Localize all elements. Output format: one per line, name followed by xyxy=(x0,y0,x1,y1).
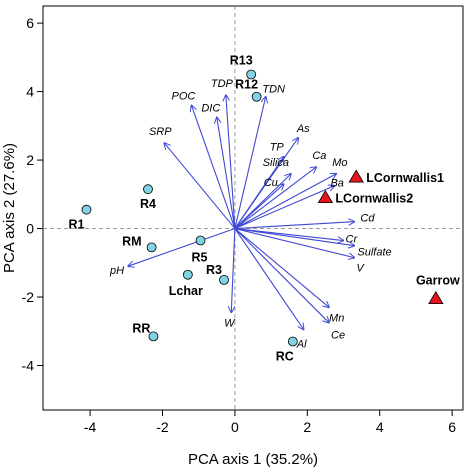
y-axis-ticks: -4 -2 0 2 4 6 xyxy=(22,15,43,373)
loading-label-silica: Silica xyxy=(263,157,289,169)
loading-arrow-ce xyxy=(234,228,329,323)
loading-label-tdn: TDN xyxy=(262,84,285,96)
x-tick-label: 6 xyxy=(448,419,456,435)
x-axis-ticks: -4 -2 0 2 4 6 xyxy=(84,410,456,435)
site-label-lcornwallis2: LCornwallis2 xyxy=(335,192,413,206)
loading-arrow-mo xyxy=(234,174,336,230)
site-label-garrow: Garrow xyxy=(416,274,460,288)
loading-arrow-tp xyxy=(234,157,284,229)
loading-label-cr: Cr xyxy=(346,234,359,246)
zero-reference-lines xyxy=(43,6,463,410)
site-marker-r5 xyxy=(195,235,206,246)
site-label-r5: R5 xyxy=(192,251,208,265)
loading-label-poc: POC xyxy=(172,90,196,102)
loading-arrow-mn xyxy=(234,228,329,308)
loading-label-ca: Ca xyxy=(312,150,326,162)
loading-arrow-v xyxy=(234,228,354,258)
loading-label-mn: Mn xyxy=(329,312,344,324)
loading-label-ph: pH xyxy=(109,265,124,277)
loading-label-ce: Ce xyxy=(331,330,345,342)
site-label-lchar: Lchar xyxy=(169,284,203,298)
y-tick-label: -4 xyxy=(22,357,35,373)
y-tick-label: 2 xyxy=(26,152,34,168)
loading-label-srp: SRP xyxy=(149,126,172,138)
loading-arrow-w xyxy=(231,228,236,313)
site-marker-rm xyxy=(146,242,157,253)
y-tick-label: 6 xyxy=(26,15,34,31)
site-marker-lcornwallis1 xyxy=(348,169,364,183)
x-tick-label: 4 xyxy=(376,419,384,435)
site-label-lcornwallis1: LCornwallis1 xyxy=(366,171,444,185)
site-label-rr: RR xyxy=(132,321,150,335)
site-marker-r12 xyxy=(251,91,262,102)
site-marker-r13 xyxy=(246,69,257,80)
y-tick-label: -2 xyxy=(22,289,35,305)
loading-label-cu: Cu xyxy=(264,177,278,189)
loading-arrow-cd xyxy=(234,222,354,230)
y-tick-label: 0 xyxy=(26,221,34,237)
site-marker-r4 xyxy=(143,184,153,195)
loading-arrow-al xyxy=(234,228,304,330)
site-marker-rc xyxy=(287,336,298,347)
y-tick-label: 4 xyxy=(26,84,34,100)
loading-label-ba: Ba xyxy=(330,178,343,190)
x-tick-label: -4 xyxy=(84,419,97,435)
site-label-r12: R12 xyxy=(235,78,258,92)
loading-arrow-srp xyxy=(164,143,236,229)
loading-vectors: TDP POC DIC TDN SRP As TP Ca Silica Mo Cu Ba CdCrSul… xyxy=(109,78,392,351)
loading-arrow-tdp xyxy=(226,95,236,229)
loading-label-dic: DIC xyxy=(201,102,220,114)
x-tick-label: -2 xyxy=(156,419,169,435)
site-marker-lchar xyxy=(182,269,193,280)
x-axis-label: PCA axis 1 (35.2%) xyxy=(188,451,318,468)
y-axis-label: PCA axis 2 (27.6%) xyxy=(1,143,18,273)
loading-arrow-ca xyxy=(234,167,316,229)
loading-label-al: Al xyxy=(296,339,307,351)
site-label-r1: R1 xyxy=(68,218,84,232)
site-label-rm: RM xyxy=(122,234,141,248)
loading-arrow-ba xyxy=(234,186,335,230)
loading-label-as: As xyxy=(296,123,310,135)
loading-label-mo: Mo xyxy=(332,157,347,169)
loading-label-v: V xyxy=(356,263,365,275)
site-marker-garrow xyxy=(428,290,444,305)
loading-arrow-tdn xyxy=(234,97,266,229)
site-marker-r3 xyxy=(219,274,229,285)
site-label-r13: R13 xyxy=(230,53,253,67)
loading-arrow-cu xyxy=(234,184,284,229)
loading-arrow-ph xyxy=(128,228,236,267)
loading-label-cd: Cd xyxy=(360,213,375,225)
loading-arrow-cr xyxy=(234,227,344,241)
x-tick-label: 0 xyxy=(231,419,239,435)
site-marker-rr xyxy=(148,331,159,342)
loading-arrow-dic xyxy=(217,117,236,229)
plot-frame xyxy=(42,5,464,411)
site-label-r4: R4 xyxy=(140,197,156,211)
loading-label-sulfate: Sulfate xyxy=(357,247,391,259)
loading-arrow-poc xyxy=(191,105,236,229)
site-marker-lcornwallis2 xyxy=(317,189,334,204)
loading-label-w: W xyxy=(224,317,236,329)
loading-label-tp: TP xyxy=(270,142,285,154)
x-tick-label: 2 xyxy=(303,419,311,435)
loading-arrow-sulfate xyxy=(234,227,354,246)
site-label-rc: RC xyxy=(276,350,294,364)
site-marker-r1 xyxy=(81,204,92,215)
site-label-r3: R3 xyxy=(206,263,222,277)
loading-label-tdp: TDP xyxy=(211,78,234,90)
